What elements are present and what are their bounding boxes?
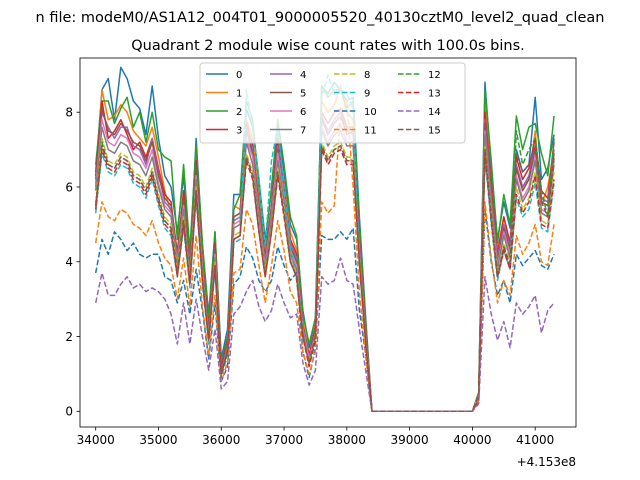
x-tick-label: 35000 [139, 433, 177, 447]
legend-label-11: 11 [364, 126, 377, 137]
x-tick-label: 36000 [202, 433, 240, 447]
legend-label-9: 9 [364, 89, 370, 100]
legend-label-5: 5 [300, 89, 306, 100]
x-tick-label: 37000 [265, 433, 303, 447]
y-tick-label: 2 [65, 330, 73, 344]
legend-label-3: 3 [236, 126, 242, 137]
x-tick-label: 41000 [516, 433, 554, 447]
x-tick-label: 40000 [453, 433, 491, 447]
series-line-15 [94, 145, 555, 413]
axes-layer: 34000 35000 36000 37000 38000 39000 40000 41000… [65, 57, 577, 447]
y-tick-label: 6 [65, 180, 73, 194]
legend-label-6: 6 [300, 107, 306, 118]
chart-title: Quadrant 2 module wise count rates with … [131, 38, 525, 54]
y-tick-label: 4 [65, 255, 73, 269]
legend-label-2: 2 [236, 107, 242, 118]
x-axis-offset-label: +4.153e8 [517, 455, 576, 469]
legend-label-4: 4 [300, 70, 306, 81]
legend-label-0: 0 [236, 70, 242, 81]
legend-label-7: 7 [300, 126, 306, 137]
legend-label-14: 14 [428, 107, 441, 118]
legend-box [199, 62, 466, 144]
x-tick-label: 39000 [391, 433, 429, 447]
x-tick-label: 38000 [328, 433, 366, 447]
y-tick-label: 8 [65, 106, 73, 120]
legend-label-8: 8 [364, 70, 370, 81]
legend-label-10: 10 [364, 107, 377, 118]
legend-label-12: 12 [428, 70, 441, 81]
series-line-13 [94, 148, 555, 413]
legend-label-1: 1 [236, 89, 242, 100]
legend-label-13: 13 [428, 89, 441, 100]
series-line-14 [94, 257, 555, 413]
y-tick-label: 0 [65, 405, 73, 419]
legend-label-15: 15 [428, 126, 441, 137]
x-tick-label: 34000 [77, 433, 115, 447]
axes-frame [79, 57, 577, 428]
series-line-11 [94, 100, 555, 413]
figure-suptitle: n file: modeM0/AS1A12_004T01_9000005520_… [36, 10, 605, 26]
